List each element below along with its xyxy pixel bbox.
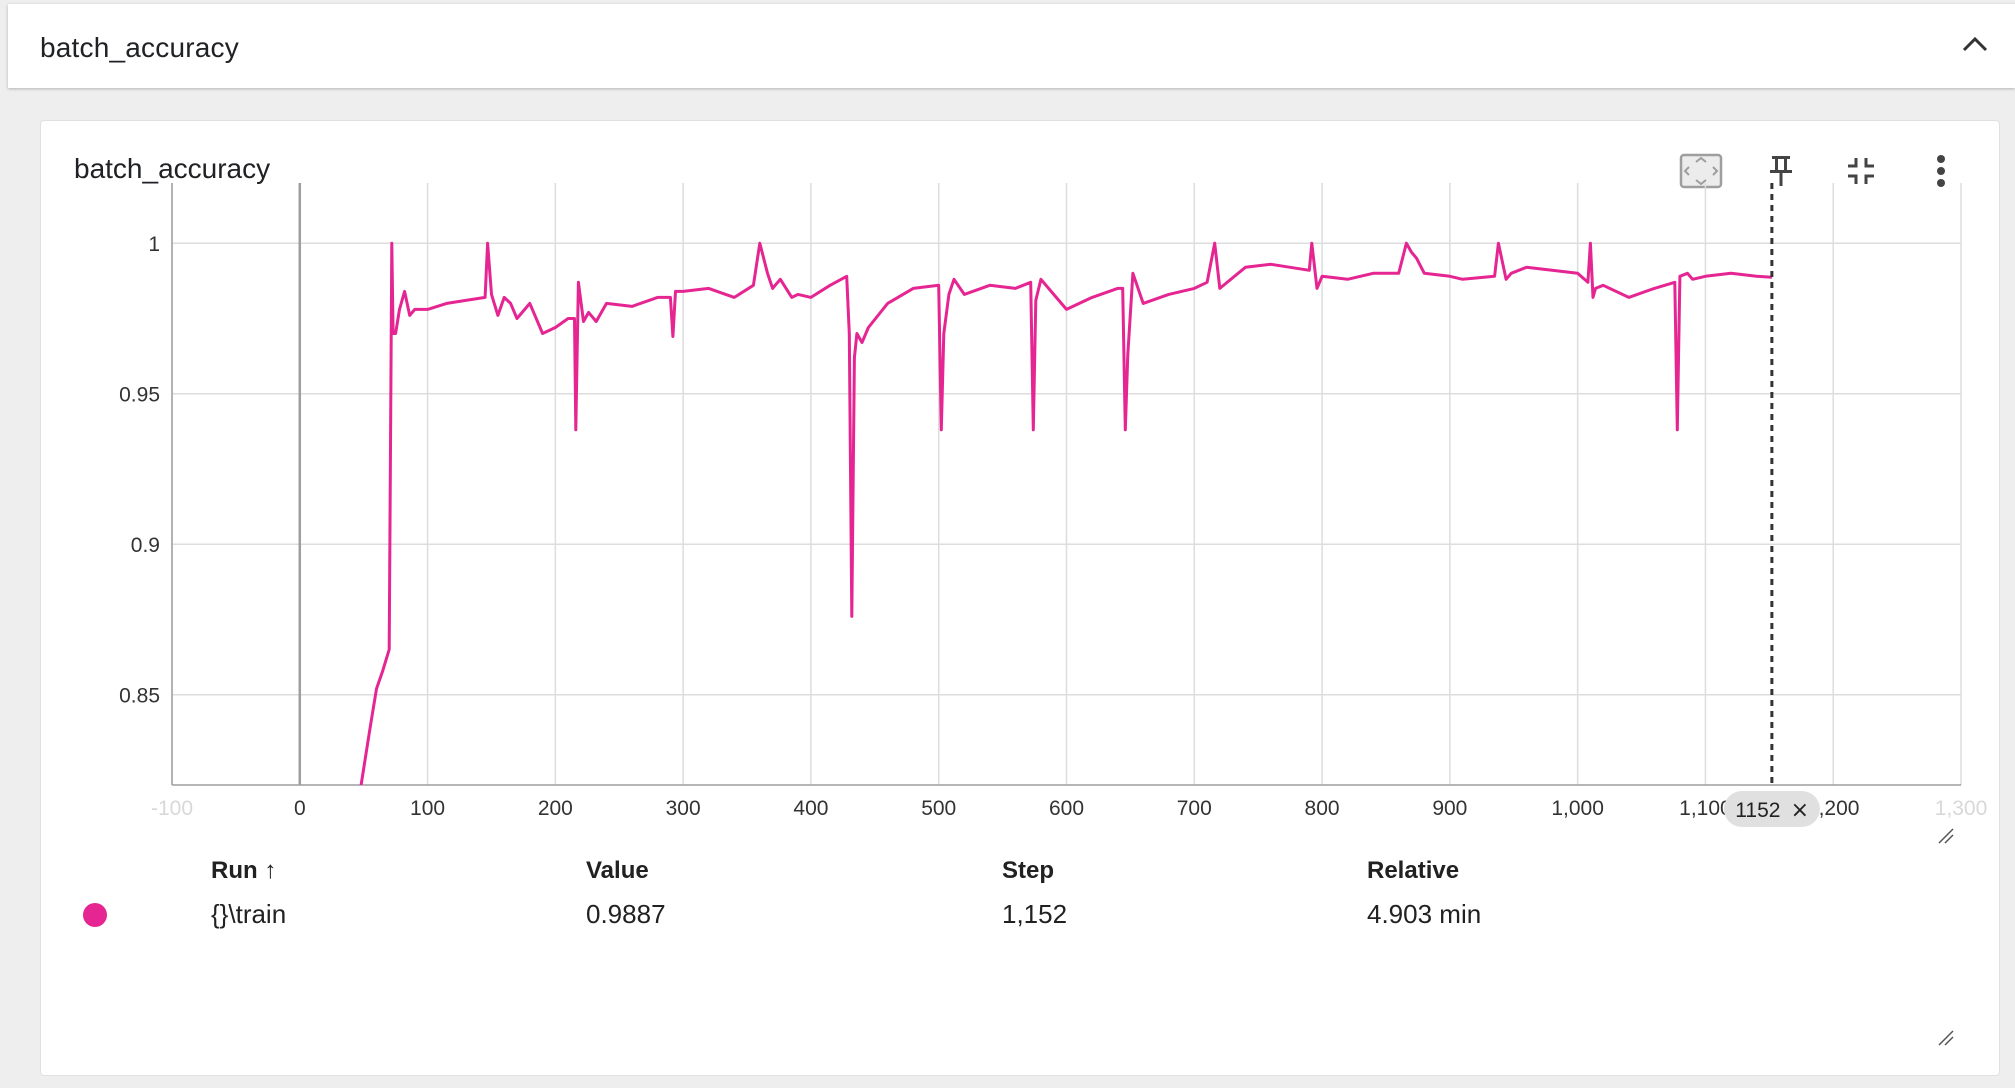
x-tick-label: 700 <box>1177 797 1212 820</box>
series-line-train[interactable] <box>359 241 1772 785</box>
run-column-header[interactable]: Run ↑ <box>211 857 276 885</box>
x-tick-label: 600 <box>1049 797 1084 820</box>
x-tick-label: 900 <box>1432 797 1467 820</box>
run-header-label: Run <box>211 857 258 884</box>
fit-to-data-button[interactable] <box>1677 147 1725 195</box>
x-tick-label: 400 <box>793 797 828 820</box>
pin-icon <box>1770 156 1792 186</box>
run-relative: 4.903 min <box>1367 899 1482 929</box>
run-color-dot[interactable] <box>83 903 107 927</box>
x-tick-label: 0 <box>294 797 306 820</box>
x-tick-label: 1,000 <box>1551 797 1604 820</box>
x-tick-label: 800 <box>1305 797 1340 820</box>
close-icon[interactable]: × <box>1791 798 1809 823</box>
more-vert-icon <box>1937 155 1945 187</box>
section-header: batch_accuracy <box>8 4 2015 88</box>
card-title: batch_accuracy <box>74 153 271 184</box>
run-step: 1,152 <box>1002 899 1068 929</box>
y-tick-label: 0.95 <box>119 384 160 407</box>
relative-column-header[interactable]: Relative <box>1367 857 1460 884</box>
more-menu-button[interactable] <box>1917 147 1965 195</box>
pin-button[interactable] <box>1757 147 1805 195</box>
x-tick-label: 300 <box>666 797 701 820</box>
x-tick-label: 1,100 <box>1679 797 1732 820</box>
hover-step-label: 1152 <box>1735 799 1780 822</box>
x-tick-label: 500 <box>921 797 956 820</box>
hover-step-chip[interactable] <box>1723 791 1820 827</box>
scalar-card: batch_accuracy <box>40 120 2000 1076</box>
run-table: Run ↑ Value Step Relative {}\train 0.988… <box>41 121 2001 929</box>
x-tick-label: 1,200 <box>1807 797 1860 820</box>
x-tick-label: -100 <box>151 797 193 820</box>
x-tick-label: 200 <box>538 797 573 820</box>
y-tick-label: 1 <box>148 233 160 256</box>
collapse-card-icon <box>1848 158 1874 184</box>
collapse-section-button[interactable] <box>1955 24 1995 64</box>
chart-resize-handle[interactable] <box>1937 827 1955 845</box>
section-title: batch_accuracy <box>40 32 239 63</box>
line-chart[interactable]: 0.85 0.9 0.95 1 -100 0 100 200 300 400 500 600 700 80… <box>41 121 2001 841</box>
arrow-up-icon: ↑ <box>264 857 277 884</box>
run-name: {}\train <box>211 899 287 929</box>
y-tick-label: 0.85 <box>119 685 160 708</box>
y-tick-label: 0.9 <box>131 534 160 557</box>
fit-to-data-icon <box>1679 153 1723 189</box>
x-tick-label: 100 <box>410 797 445 820</box>
table-resize-handle[interactable] <box>1937 1029 1955 1047</box>
run-value: 0.9887 <box>586 899 666 929</box>
chevron-up-icon <box>1962 36 1988 52</box>
x-tick-label: 1,300 <box>1935 797 1988 820</box>
collapse-card-button[interactable] <box>1837 147 1885 195</box>
value-column-header[interactable]: Value <box>586 857 649 884</box>
step-column-header[interactable]: Step <box>1002 857 1055 884</box>
